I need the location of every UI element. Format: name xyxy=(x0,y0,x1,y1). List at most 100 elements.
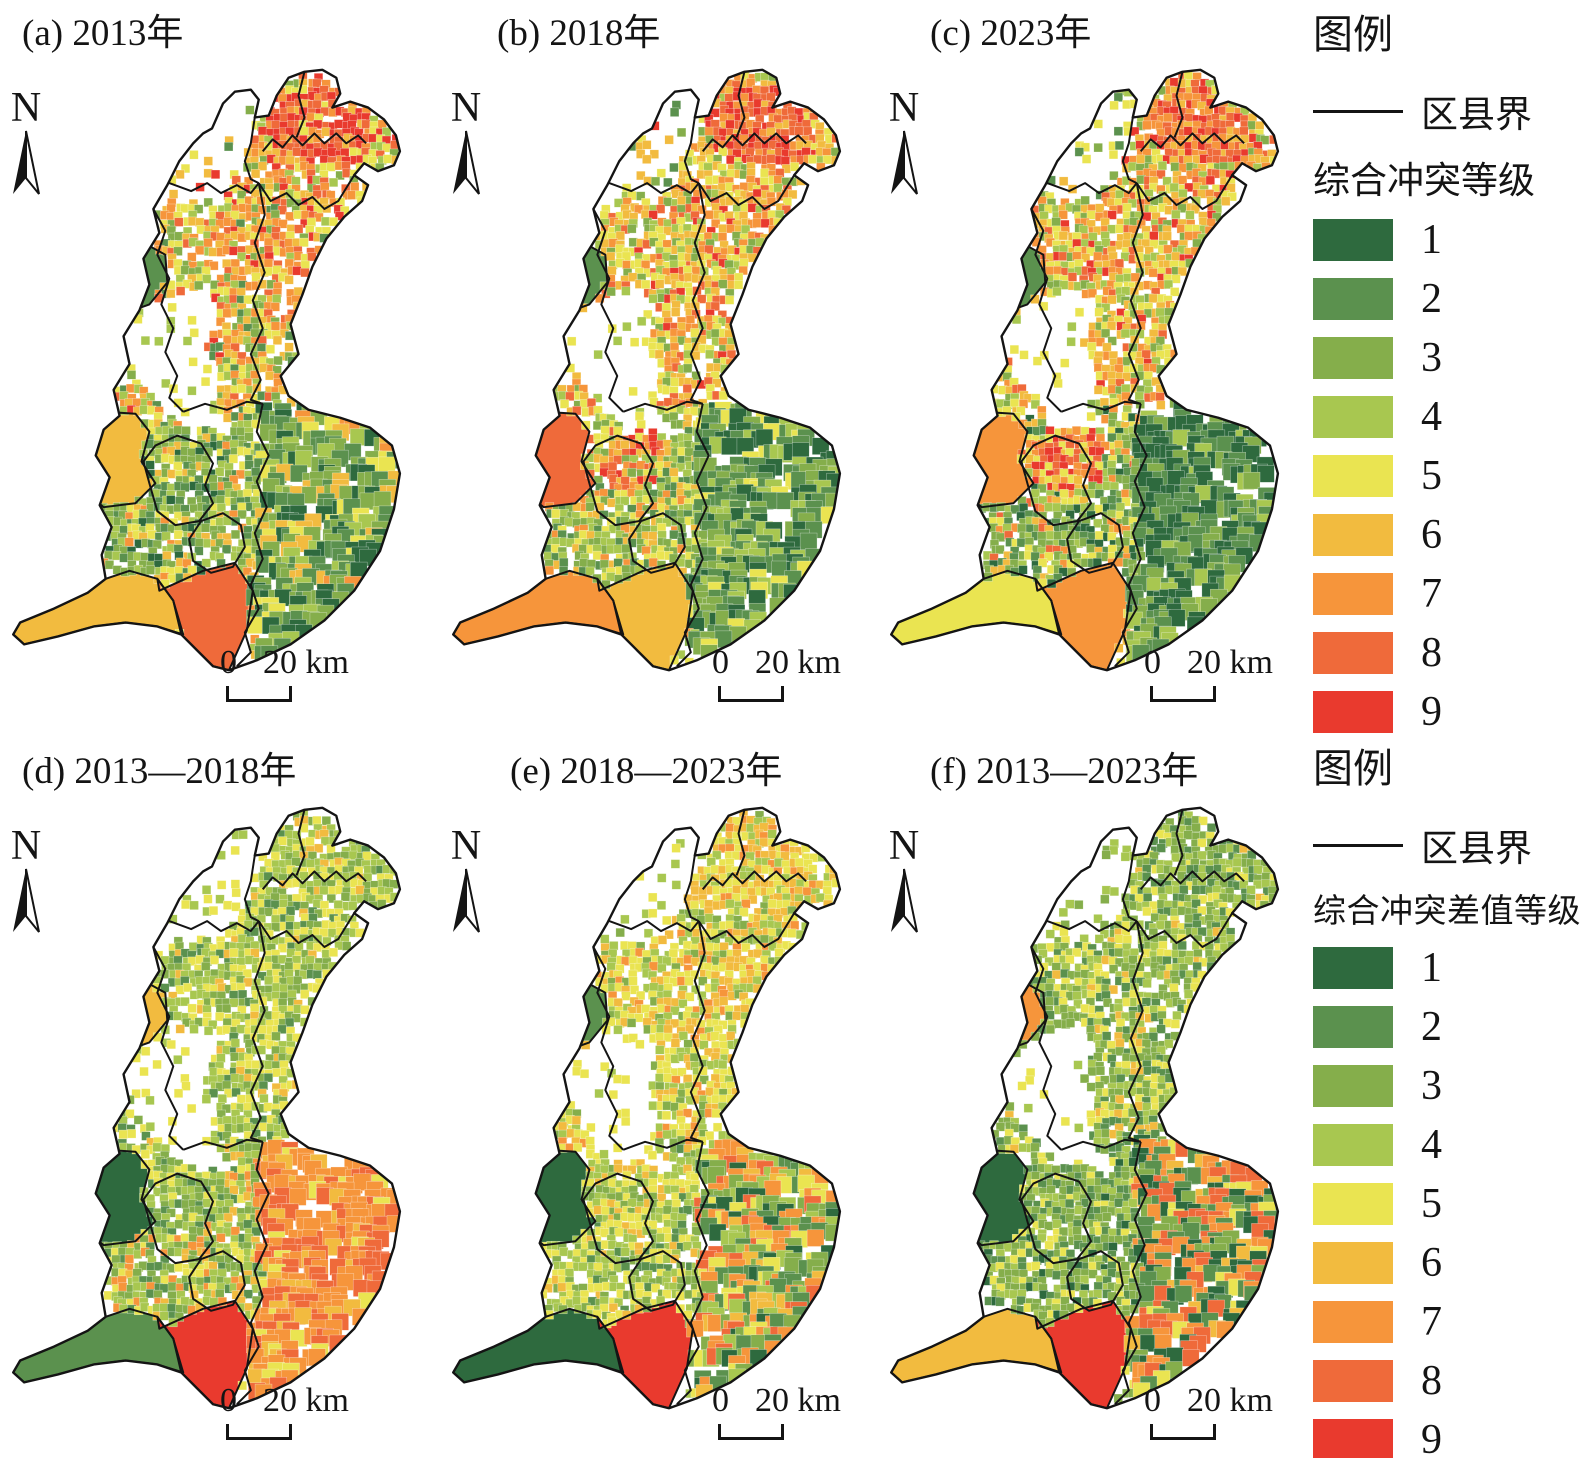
legend-swatch-9 xyxy=(1313,690,1393,733)
boundary-label: 区县界 xyxy=(1421,829,1532,870)
legend-boundary-row: 区县界 xyxy=(1313,818,1581,872)
boundary-label: 区县界 xyxy=(1421,95,1532,136)
legend-level-label: 4 xyxy=(1421,393,1442,440)
map-diff-2018-2023 xyxy=(442,772,872,1453)
legend-item-1: 1 xyxy=(1313,210,1581,269)
legend-item-8: 8 xyxy=(1313,623,1581,682)
scale-bracket xyxy=(226,1424,292,1441)
north-label: N xyxy=(10,85,42,131)
legend-items: 1 2 3 4 5 6 7 8 9 xyxy=(1313,210,1581,741)
panel-2023: (c) 2023年 N 0 20 km xyxy=(878,0,1316,732)
legend-level-label: 5 xyxy=(1421,1180,1442,1227)
legend-item-3: 3 xyxy=(1313,1056,1581,1115)
north-arrow: N xyxy=(4,85,48,203)
legend-swatch-7 xyxy=(1313,572,1393,615)
scale-zero: 0 xyxy=(1144,644,1161,681)
legend-swatch-2 xyxy=(1313,1005,1393,1048)
panel-diff-2018-2023: (e) 2018—2023年 N 0 20 km xyxy=(440,738,878,1458)
legend-swatch-2 xyxy=(1313,277,1393,320)
legend-level-label: 2 xyxy=(1421,275,1442,322)
legend-item-3: 3 xyxy=(1313,328,1581,387)
panel-title: (d) 2013—2018年 xyxy=(22,751,297,792)
panel-title: (a) 2013年 xyxy=(22,13,184,54)
scale-label: 20 km xyxy=(1187,644,1273,681)
scale-zero: 0 xyxy=(220,1382,237,1419)
map-diff-2013-2018 xyxy=(2,772,432,1453)
legend-swatch-7 xyxy=(1313,1300,1393,1343)
scale-bracket xyxy=(718,686,784,703)
scale-zero: 0 xyxy=(712,1382,729,1419)
panel-2018: (b) 2018年 N 0 20 km xyxy=(440,0,878,732)
scale-bar: 0 20 km xyxy=(1144,644,1273,703)
north-arrow: N xyxy=(4,823,48,941)
legend-level-label: 3 xyxy=(1421,1062,1442,1109)
scale-bracket xyxy=(1150,1424,1216,1441)
legend-level-label: 6 xyxy=(1421,1239,1442,1286)
scale-label: 20 km xyxy=(263,644,349,681)
legend-item-7: 7 xyxy=(1313,564,1581,623)
scale-bar: 0 20 km xyxy=(1144,1382,1273,1441)
north-label: N xyxy=(10,823,42,869)
scale-zero: 0 xyxy=(220,644,237,681)
legend-item-8: 8 xyxy=(1313,1351,1581,1410)
legend-level-label: 5 xyxy=(1421,452,1442,499)
legend-swatch-3 xyxy=(1313,336,1393,379)
north-arrow: N xyxy=(444,85,488,203)
scale-bracket xyxy=(226,686,292,703)
legend-swatch-3 xyxy=(1313,1064,1393,1107)
legend-level-label: 9 xyxy=(1421,1416,1442,1458)
legend-swatch-1 xyxy=(1313,946,1393,989)
scale-zero: 0 xyxy=(712,644,729,681)
legend-conflict-diff-level: 图例 区县界 综合冲突差值等级 1 2 3 4 5 6 7 8 9 xyxy=(1300,736,1581,1458)
legend-swatch-5 xyxy=(1313,1182,1393,1225)
legend-item-9: 9 xyxy=(1313,682,1581,741)
legend-conflict-level: 图例 区县界 综合冲突等级 1 2 3 4 5 6 7 8 9 xyxy=(1300,2,1581,741)
panel-diff-2013-2023: (f) 2013—2023年 N 0 20 km xyxy=(878,738,1316,1458)
map-diff-2013-2023 xyxy=(880,772,1310,1453)
legend-level-label: 8 xyxy=(1421,629,1442,676)
scale-label: 20 km xyxy=(1187,1382,1273,1419)
legend-swatch-8 xyxy=(1313,631,1393,674)
legend-swatch-6 xyxy=(1313,513,1393,556)
ramp-title: 综合冲突等级 xyxy=(1313,161,1535,202)
north-arrow-icon xyxy=(450,128,482,203)
legend-item-7: 7 xyxy=(1313,1292,1581,1351)
legend-level-label: 2 xyxy=(1421,1003,1442,1050)
north-arrow-icon xyxy=(10,128,42,203)
legend-swatch-6 xyxy=(1313,1241,1393,1284)
legend-level-label: 7 xyxy=(1421,570,1442,617)
scale-bar: 0 20 km xyxy=(712,644,841,703)
map-2018 xyxy=(442,34,872,715)
scale-bracket xyxy=(1150,686,1216,703)
north-label: N xyxy=(450,85,482,131)
legend-item-9: 9 xyxy=(1313,1410,1581,1458)
legend-swatch-5 xyxy=(1313,454,1393,497)
legend-item-1: 1 xyxy=(1313,938,1581,997)
legend-title: 图例 xyxy=(1313,746,1393,791)
legend-level-label: 8 xyxy=(1421,1357,1442,1404)
scale-bracket xyxy=(718,1424,784,1441)
north-label: N xyxy=(450,823,482,869)
legend-item-5: 5 xyxy=(1313,1174,1581,1233)
legend-item-2: 2 xyxy=(1313,997,1581,1056)
scale-bar: 0 20 km xyxy=(220,644,349,703)
legend-title: 图例 xyxy=(1313,12,1393,57)
north-arrow-icon xyxy=(450,866,482,941)
panel-title: (e) 2018—2023年 xyxy=(510,751,783,792)
scale-label: 20 km xyxy=(263,1382,349,1419)
scale-zero: 0 xyxy=(1144,1382,1161,1419)
north-arrow: N xyxy=(444,823,488,941)
legend-level-label: 3 xyxy=(1421,334,1442,381)
legend-item-6: 6 xyxy=(1313,1233,1581,1292)
north-arrow-icon xyxy=(10,866,42,941)
legend-level-label: 4 xyxy=(1421,1121,1442,1168)
legend-swatch-1 xyxy=(1313,218,1393,261)
legend-item-4: 4 xyxy=(1313,387,1581,446)
legend-swatch-9 xyxy=(1313,1418,1393,1458)
panel-diff-2013-2018: (d) 2013—2018年 N 0 20 km xyxy=(0,738,438,1458)
legend-level-label: 9 xyxy=(1421,688,1442,735)
legend-level-label: 1 xyxy=(1421,944,1442,991)
legend-item-2: 2 xyxy=(1313,269,1581,328)
legend-item-6: 6 xyxy=(1313,505,1581,564)
legend-item-5: 5 xyxy=(1313,446,1581,505)
